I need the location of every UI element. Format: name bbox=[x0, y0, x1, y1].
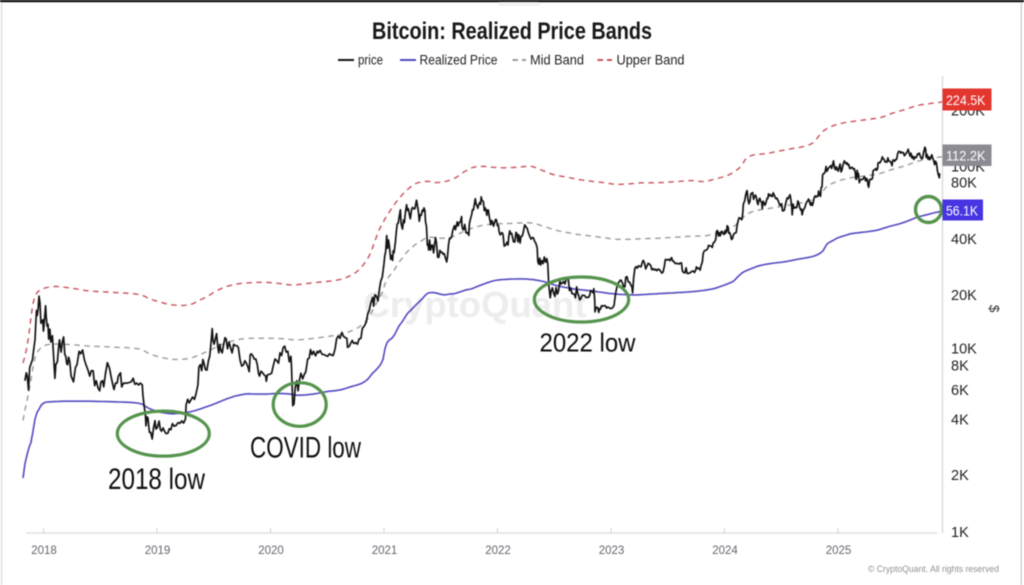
svg-text:2024: 2024 bbox=[712, 545, 738, 557]
svg-text:2022 low: 2022 low bbox=[540, 328, 636, 358]
svg-text:Realized Price: Realized Price bbox=[420, 53, 498, 68]
svg-text:2025: 2025 bbox=[826, 545, 852, 557]
svg-text:112.2K: 112.2K bbox=[946, 148, 986, 164]
svg-text:COVID low: COVID low bbox=[250, 432, 361, 465]
svg-text:© CryptoQuant. All rights rese: © CryptoQuant. All rights reserved bbox=[868, 564, 999, 575]
svg-text:80K: 80K bbox=[951, 176, 977, 192]
svg-text:2018 low: 2018 low bbox=[108, 463, 205, 496]
svg-text:2K: 2K bbox=[951, 468, 969, 484]
svg-text:4K: 4K bbox=[951, 413, 969, 429]
svg-text:Bitcoin: Realized Price Bands: Bitcoin: Realized Price Bands bbox=[372, 18, 652, 45]
svg-text:$: $ bbox=[987, 305, 1002, 313]
svg-text:6K: 6K bbox=[951, 383, 969, 399]
svg-text:40K: 40K bbox=[951, 232, 977, 248]
svg-text:Mid Band: Mid Band bbox=[530, 53, 584, 68]
svg-text:2021: 2021 bbox=[372, 545, 398, 557]
svg-text:2018: 2018 bbox=[31, 545, 57, 557]
svg-text:2023: 2023 bbox=[599, 545, 625, 557]
svg-text:Upper Band: Upper Band bbox=[617, 53, 685, 68]
svg-text:price: price bbox=[358, 53, 383, 68]
svg-text:8K: 8K bbox=[951, 359, 969, 375]
svg-text:56.1K: 56.1K bbox=[946, 203, 979, 219]
svg-text:224.5K: 224.5K bbox=[946, 92, 986, 108]
svg-text:20K: 20K bbox=[951, 288, 977, 304]
svg-text:2020: 2020 bbox=[258, 545, 284, 557]
svg-text:2022: 2022 bbox=[485, 545, 511, 557]
svg-text:10K: 10K bbox=[951, 342, 977, 358]
svg-text:2019: 2019 bbox=[145, 545, 171, 557]
svg-text:1K: 1K bbox=[951, 525, 969, 541]
